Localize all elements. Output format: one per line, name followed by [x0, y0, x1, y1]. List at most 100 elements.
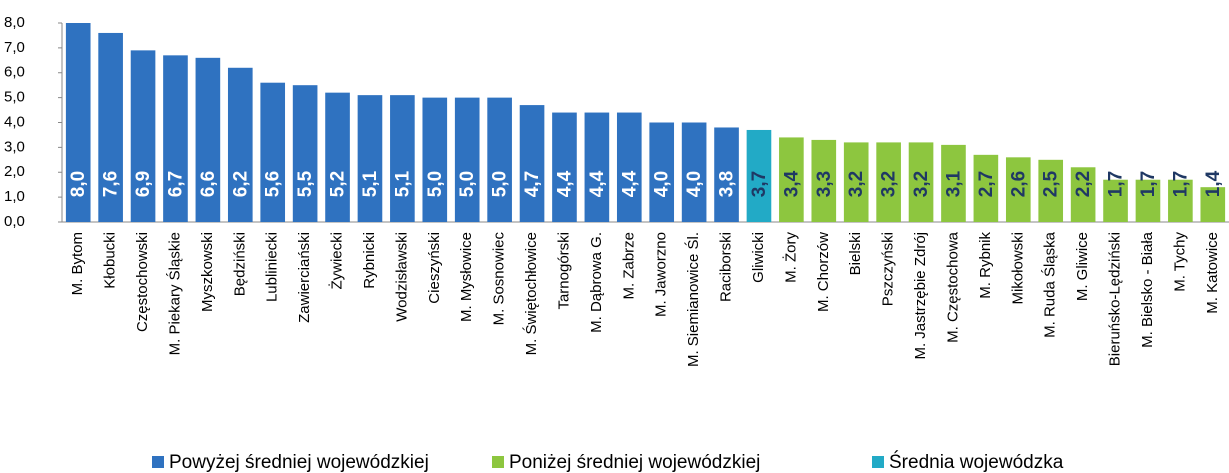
bar	[163, 55, 188, 223]
x-tick-label: M. Jaworzno	[653, 232, 670, 317]
x-tick-label: Będziński	[231, 232, 248, 296]
value-label: 2,5	[1041, 170, 1062, 197]
x-tick-label: Mikołowski	[1009, 232, 1026, 305]
bar	[1005, 157, 1031, 222]
value-label: 6,9	[133, 171, 154, 197]
value-label: 2,6	[1008, 171, 1029, 197]
bar	[779, 137, 804, 222]
legend-swatch	[492, 456, 504, 468]
x-tick-label: Kłobucki	[102, 232, 119, 289]
bar	[487, 97, 512, 222]
bar	[876, 142, 901, 222]
value-label: 6,7	[165, 171, 186, 197]
bar	[454, 97, 480, 222]
y-tick-label: 1,0	[4, 188, 25, 205]
bar	[292, 85, 318, 222]
x-tick-label: Gliwicki	[750, 232, 767, 283]
x-tick-label: M. Chorzów	[815, 232, 832, 312]
x-tick-label: Zawierciański	[296, 232, 313, 323]
value-label: 4,4	[587, 170, 608, 197]
bar	[195, 57, 221, 223]
x-tick-label: Żywiecki	[328, 232, 346, 290]
bar	[1070, 167, 1096, 222]
x-tick-label: M. Tychy	[1171, 232, 1188, 292]
x-tick-label: M. Ruda Śląska	[1041, 231, 1059, 338]
value-label: 3,1	[943, 170, 964, 197]
x-tick-label: M. Bytom	[69, 232, 86, 295]
value-label: 3,2	[879, 171, 900, 197]
x-tick-label: Tarnogórski	[555, 232, 572, 310]
x-tick-label: M. Zabrze	[620, 232, 637, 300]
x-tick-label: M. Żory	[781, 232, 799, 283]
bar	[519, 105, 545, 222]
x-tick-label: Częstochowski	[134, 232, 151, 332]
bar	[260, 82, 286, 222]
value-label: 5,6	[263, 171, 284, 197]
legend-swatch	[152, 456, 164, 468]
y-tick-label: 4,0	[4, 113, 25, 130]
bar	[649, 122, 675, 222]
value-label: 4,4	[554, 170, 575, 197]
x-tick-label: M. Jastrzębie Zdrój	[912, 232, 929, 360]
bar	[941, 144, 966, 222]
value-label: 4,4	[619, 170, 640, 197]
bar	[1038, 159, 1064, 222]
x-tick-label: Pszczyński	[880, 232, 897, 306]
value-label: 4,0	[684, 171, 705, 197]
value-label: 5,1	[392, 170, 413, 197]
bar	[1103, 179, 1128, 222]
bar	[973, 154, 999, 222]
y-tick-label: 6,0	[4, 64, 25, 81]
bar	[746, 129, 772, 222]
x-tick-label: Cieszyński	[426, 232, 443, 304]
legend-swatch	[872, 456, 884, 468]
value-label: 3,4	[781, 170, 802, 197]
bar	[422, 97, 448, 222]
y-tick-label: 3,0	[4, 138, 25, 155]
legend-label: Średnia wojewódzka	[889, 451, 1064, 473]
value-label: 3,7	[749, 171, 770, 197]
value-label: 6,2	[230, 171, 251, 197]
value-label: 4,0	[652, 171, 673, 197]
x-tick-label: Rybnicki	[361, 232, 378, 289]
value-label: 8,0	[68, 171, 89, 197]
bar	[1168, 179, 1193, 222]
value-label: 7,6	[101, 171, 122, 197]
bar	[1200, 187, 1226, 222]
value-label: 5,5	[295, 170, 316, 197]
bar	[65, 23, 91, 222]
value-label: 3,3	[814, 171, 835, 197]
value-label: 2,7	[976, 171, 997, 197]
bar	[811, 139, 837, 222]
x-tick-label: M. Bielsko - Biała	[1139, 231, 1156, 348]
x-tick-label: M. Siemianowice Śl.	[684, 232, 702, 367]
value-label: 3,2	[911, 171, 932, 197]
bar	[681, 122, 707, 222]
value-label: 3,8	[717, 171, 738, 197]
y-tick-label: 0,0	[4, 213, 25, 230]
bar	[325, 92, 350, 223]
bar	[843, 142, 869, 222]
x-tick-label: M. Katowice	[1204, 232, 1221, 314]
value-label: 6,6	[198, 171, 219, 197]
value-label: 5,0	[490, 171, 511, 197]
value-label: 3,2	[846, 171, 867, 197]
x-tick-label: M. Gliwice	[1074, 232, 1091, 301]
bar	[908, 142, 934, 222]
bar	[390, 95, 415, 222]
bar	[584, 112, 610, 222]
bar	[98, 32, 123, 223]
x-tick-label: M. Dąbrowa G.	[588, 232, 605, 333]
value-label: 1,7	[1170, 171, 1191, 197]
x-tick-label: M. Sosnowiec	[491, 232, 508, 326]
x-tick-label: Raciborski	[718, 232, 735, 302]
legend-label: Poniżej średniej wojewódzkiej	[509, 452, 760, 473]
x-tick-label: M. Piekary Śląskie	[165, 232, 183, 355]
value-label: 2,2	[1073, 171, 1094, 197]
legend-label: Powyżej średniej wojewódzkiej	[169, 452, 429, 473]
bar	[130, 50, 156, 222]
value-label: 1,7	[1106, 171, 1127, 197]
y-tick-label: 5,0	[4, 89, 25, 106]
y-tick-label: 2,0	[4, 163, 25, 180]
value-label: 5,2	[328, 171, 349, 197]
